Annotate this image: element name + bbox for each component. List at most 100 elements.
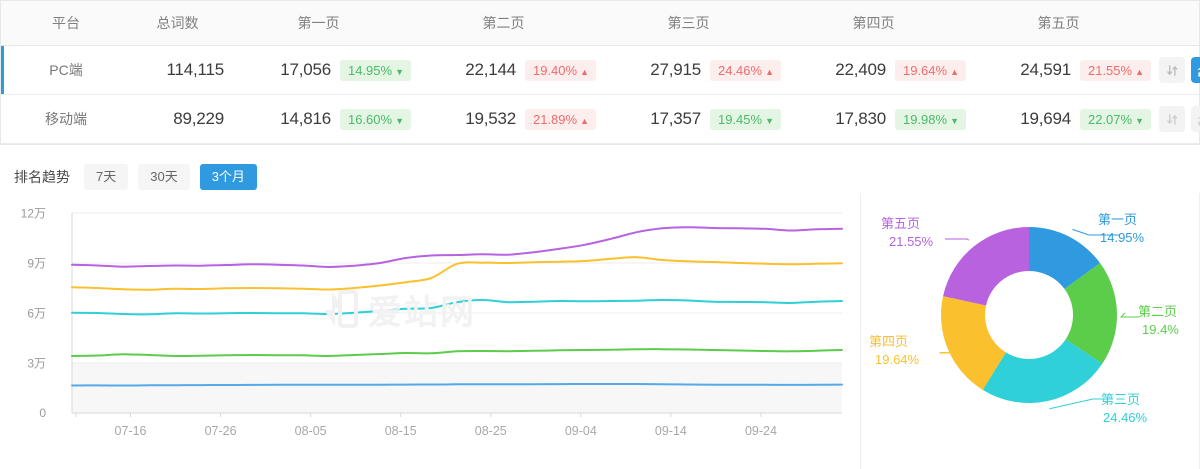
page-1-cell: 14,816 16.60% ▼: [226, 108, 411, 130]
page-percent-value: 14.95%: [347, 62, 393, 78]
page-distribution-donut-chart[interactable]: 第五页 21.55% 第一页 14.95% 第二页 19.4% 第三页 24.4…: [860, 193, 1200, 469]
line-series: [71, 256, 843, 291]
platform-label: 移动端: [45, 111, 87, 127]
page-count-value: 19,532: [465, 109, 516, 128]
tab-30-days[interactable]: 30天: [138, 163, 190, 191]
column-header-platform: 平台: [52, 15, 80, 31]
page-2-cell: 22,144 19.40% ▲: [411, 59, 596, 81]
x-axis-tick-label: 07-26: [205, 424, 237, 438]
table-row[interactable]: 移动端 89,229 14,816 16.60% ▼ 19,532 21.89% ▲…: [1, 95, 1200, 144]
table-row[interactable]: PC端 114,115 17,056 14.95% ▼ 22,144 19.40%…: [1, 46, 1200, 95]
page-percent-value: 21.89%: [532, 111, 578, 127]
page-4-cell: 17,830 19.98% ▼: [781, 108, 966, 130]
donut-chart-canvas: [939, 227, 1139, 410]
row-platform-cell: PC端: [1, 60, 131, 80]
page-5-cell: 19,694 22.07% ▼: [966, 108, 1151, 130]
page-percent-badge: 19.64% ▲: [894, 59, 966, 81]
table-header-row: 平台 总词数 第一页 第二页 第三页 第四页 第五页: [1, 1, 1199, 46]
line-series: [71, 226, 843, 268]
sort-updown-icon[interactable]: [1159, 57, 1185, 83]
bar-chart-icon[interactable]: [1191, 106, 1200, 132]
page-percent-badge: 22.07% ▼: [1079, 108, 1151, 130]
donut-leader-line: [1049, 398, 1113, 410]
donut-leader-line: [1072, 228, 1119, 236]
triangle-down-icon: ▼: [765, 115, 774, 126]
x-axis-tick-label: 08-25: [475, 424, 507, 438]
y-axis-tick-label: 3万: [27, 356, 46, 371]
x-axis-tick-label: 08-05: [295, 424, 327, 438]
page-percent-value: 24.46%: [717, 62, 763, 78]
donut-leader-line: [1119, 312, 1139, 318]
platform-ranking-table: 平台 总词数 第一页 第二页 第三页 第四页 第五页 PC端 114,115 1…: [0, 0, 1200, 145]
page-percent-value: 21.55%: [1087, 62, 1133, 78]
line-series: [71, 299, 843, 316]
charts-region: 12万 9万 6万 3万 0 07-16 07-26 08-05 08-15 08-25…: [0, 193, 1200, 469]
platform-label: PC端: [49, 62, 83, 78]
donut-label-name: 第三页: [1101, 392, 1141, 407]
page-5-cell: 24,591 21.55% ▲: [966, 59, 1151, 81]
row-actions: [1151, 57, 1200, 83]
bar-chart-icon[interactable]: [1191, 57, 1200, 83]
column-header-page-5: 第五页: [1037, 15, 1080, 31]
donut-label-name: 第一页: [1098, 212, 1138, 227]
page-percent-badge: 16.60% ▼: [339, 108, 411, 130]
column-header-page-2: 第二页: [482, 15, 525, 31]
page-percent-badge: 19.45% ▼: [709, 108, 781, 130]
donut-slice: [1029, 227, 1101, 290]
total-keywords-cell: 114,115: [131, 60, 226, 80]
donut-slice: [982, 339, 1103, 404]
page-percent-value: 22.07%: [1087, 111, 1133, 127]
donut-label-value: 19.4%: [1142, 321, 1179, 337]
donut-slice: [940, 296, 1006, 390]
total-keywords-cell: 89,229: [131, 109, 226, 129]
page-count-value: 27,915: [650, 60, 701, 79]
total-keywords-value: 89,229: [173, 109, 224, 128]
triangle-down-icon: ▼: [950, 115, 959, 126]
donut-label-page-4: 第四页 19.64%: [869, 333, 919, 368]
donut-slice: [1064, 263, 1118, 364]
donut-slice: [943, 227, 1029, 306]
sort-updown-icon[interactable]: [1159, 106, 1185, 132]
trend-section-title: 排名趋势: [14, 169, 70, 185]
page-percent-value: 19.45%: [717, 111, 763, 127]
donut-label-value: 21.55%: [889, 233, 934, 249]
row-actions: [1151, 106, 1200, 132]
y-axis-tick-label: 6万: [27, 306, 46, 321]
triangle-up-icon: ▲: [580, 115, 589, 126]
page-count-value: 22,409: [835, 60, 886, 79]
column-header-page-4: 第四页: [852, 15, 895, 31]
page-count-value: 17,830: [835, 109, 886, 128]
rank-trend-line-chart[interactable]: 12万 9万 6万 3万 0 07-16 07-26 08-05 08-15 08-25…: [0, 193, 860, 469]
donut-label-name: 第二页: [1138, 304, 1178, 319]
page-3-cell: 17,357 19.45% ▼: [596, 108, 781, 130]
x-axis-tick-label: 08-15: [385, 424, 417, 438]
page-percent-badge: 21.89% ▲: [524, 108, 596, 130]
page-count-value: 22,144: [465, 60, 516, 79]
page-2-cell: 19,532 21.89% ▲: [411, 108, 596, 130]
page-4-cell: 22,409 19.64% ▲: [781, 59, 966, 81]
page-3-cell: 27,915 24.46% ▲: [596, 59, 781, 81]
column-header-page-1: 第一页: [297, 15, 340, 31]
page-1-cell: 17,056 14.95% ▼: [226, 59, 411, 81]
line-chart-canvas: 07-16 07-26 08-05 08-15 08-25 09-04 09-14 09-24: [71, 212, 843, 438]
triangle-down-icon: ▼: [1135, 115, 1144, 126]
x-axis-tick-label: 09-24: [745, 424, 777, 438]
donut-label-page-3: 第三页 24.46%: [1101, 391, 1147, 426]
page-percent-badge: 24.46% ▲: [709, 59, 781, 81]
triangle-up-icon: ▲: [580, 66, 589, 77]
page-percent-badge: 21.55% ▲: [1079, 59, 1151, 81]
column-header-total-keywords: 总词数: [156, 15, 199, 31]
donut-label-value: 24.46%: [1103, 409, 1148, 425]
y-axis-tick-label: 9万: [27, 256, 46, 271]
total-keywords-value: 114,115: [166, 60, 224, 79]
donut-label-value: 19.64%: [875, 351, 920, 367]
donut-label-page-1: 第一页 14.95%: [1098, 211, 1144, 246]
page-count-value: 24,591: [1020, 60, 1071, 79]
tab-3-months[interactable]: 3个月: [199, 163, 257, 191]
trend-toolbar: 排名趋势 7天 30天 3个月: [0, 145, 1200, 193]
y-axis-tick-label: 0: [39, 406, 46, 420]
y-axis-tick-label: 12万: [20, 206, 46, 221]
row-platform-cell: 移动端: [1, 109, 131, 129]
tab-7-days[interactable]: 7天: [84, 163, 129, 191]
page-percent-badge: 14.95% ▼: [339, 59, 411, 81]
